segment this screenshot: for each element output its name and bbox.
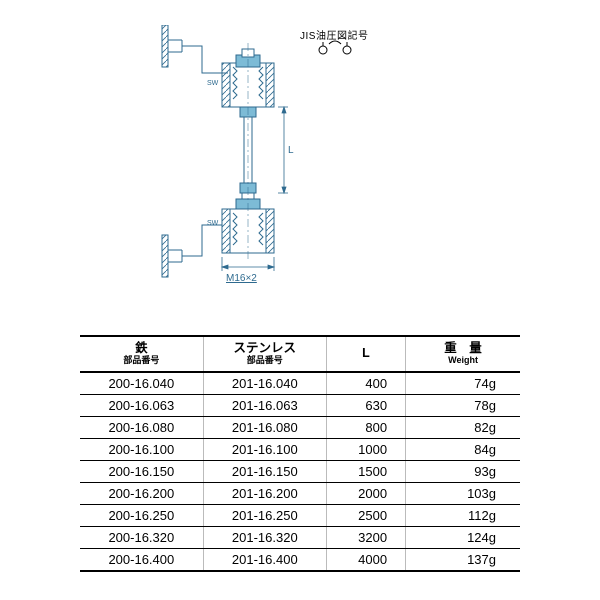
col-stainless: ステンレス 部品番号 bbox=[203, 336, 326, 372]
table-row: 200-16.150201-16.150150093g bbox=[80, 461, 520, 483]
table-row: 200-16.250201-16.2502500112g bbox=[80, 505, 520, 527]
thread-dim-label: M16×2 bbox=[226, 273, 257, 284]
dim-sw-top: SW bbox=[207, 80, 219, 87]
table-row: 200-16.063201-16.06363078g bbox=[80, 395, 520, 417]
table-row: 200-16.040201-16.04040074g bbox=[80, 372, 520, 395]
table-row: 200-16.080201-16.08080082g bbox=[80, 417, 520, 439]
technical-diagram: SW L SW bbox=[160, 25, 320, 300]
col-iron: 鉄 部品番号 bbox=[80, 336, 203, 372]
table-row: 200-16.200201-16.2002000103g bbox=[80, 483, 520, 505]
table-row: 200-16.400201-16.4004000137g bbox=[80, 549, 520, 572]
table-row: 200-16.320201-16.3203200124g bbox=[80, 527, 520, 549]
table-row: 200-16.100201-16.100100084g bbox=[80, 439, 520, 461]
length-dim-label: L bbox=[288, 145, 294, 156]
table-body: 200-16.040201-16.04040074g 200-16.063201… bbox=[80, 372, 520, 571]
diagram-area: JIS油圧図記号 bbox=[0, 25, 600, 315]
spec-table-container: 鉄 部品番号 ステンレス 部品番号 L 重 量 Weight 200-16.04… bbox=[80, 335, 520, 572]
spec-table: 鉄 部品番号 ステンレス 部品番号 L 重 量 Weight 200-16.04… bbox=[80, 335, 520, 572]
col-l: L bbox=[326, 336, 405, 372]
col-weight: 重 量 Weight bbox=[406, 336, 520, 372]
dim-sw-bottom: SW bbox=[207, 220, 219, 227]
table-header-row: 鉄 部品番号 ステンレス 部品番号 L 重 量 Weight bbox=[80, 336, 520, 372]
